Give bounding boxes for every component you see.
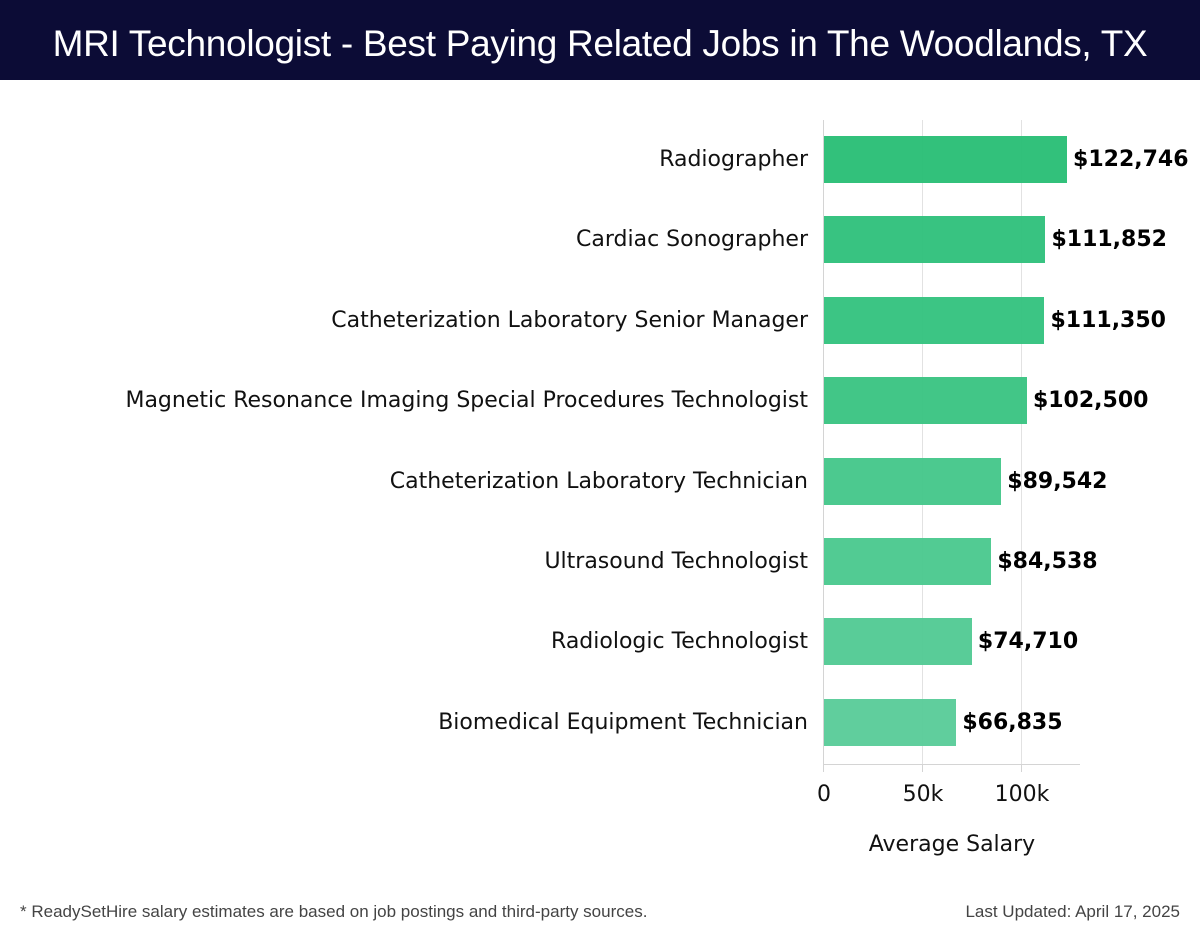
value-label: $66,835: [962, 709, 1063, 735]
x-tick: [922, 765, 923, 772]
category-label: Catheterization Laboratory Technician: [389, 468, 808, 494]
salary-bar: [824, 698, 957, 746]
value-label: $84,538: [997, 549, 1098, 574]
salary-bar: [824, 136, 1068, 183]
bar-row: Radiographer $122,746: [0, 136, 1200, 184]
x-axis-title: Average Salary: [868, 832, 1036, 857]
salary-bar: [824, 538, 992, 585]
footnote: * ReadySetHire salary estimates are base…: [20, 902, 648, 921]
value-label: $89,542: [1007, 468, 1108, 494]
bar-row: Catheterization Laboratory Senior Manage…: [0, 296, 1200, 345]
x-tick-label: 0: [817, 782, 831, 807]
last-updated: Last Updated: April 17, 2025: [965, 902, 1180, 921]
chart-title: MRI Technologist - Best Paying Related J…: [52, 23, 1148, 64]
value-label: $111,350: [1050, 307, 1166, 333]
category-label: Magnetic Resonance Imaging Special Proce…: [125, 388, 808, 414]
title-banner: MRI Technologist - Best Paying Related J…: [0, 0, 1200, 80]
bar-row: Radiologic Technologist $74,710: [0, 618, 1200, 666]
x-axis-line: [823, 764, 1080, 765]
value-label: $111,852: [1051, 227, 1167, 253]
category-label: Radiographer: [659, 147, 808, 172]
gridline-50k: [922, 120, 923, 765]
gridline-100k: [1021, 120, 1022, 765]
category-label: Cardiac Sonographer: [576, 227, 808, 253]
category-label: Ultrasound Technologist: [544, 549, 808, 574]
y-axis-line: [823, 120, 824, 765]
salary-bar: [824, 377, 1027, 425]
value-label: $102,500: [1032, 388, 1149, 414]
x-tick: [1021, 765, 1022, 772]
salary-bar: [824, 457, 1002, 505]
value-label: $122,746: [1073, 147, 1189, 172]
category-label: Catheterization Laboratory Senior Manage…: [331, 307, 808, 333]
bar-row: Magnetic Resonance Imaging Special Proce…: [0, 377, 1200, 425]
salary-bar: [824, 296, 1045, 344]
x-tick-label: 50k: [902, 782, 944, 807]
bar-row: Ultrasound Technologist $84,538: [0, 538, 1200, 586]
category-label: Biomedical Equipment Technician: [438, 709, 808, 735]
salary-bar: [824, 216, 1046, 264]
bar-row: Cardiac Sonographer $111,852: [0, 216, 1200, 264]
salary-bar: [824, 618, 972, 666]
category-label: Radiologic Technologist: [551, 629, 808, 655]
value-label: $74,710: [977, 629, 1079, 655]
x-tick: [823, 765, 824, 772]
bar-row: Catheterization Laboratory Technician $89…: [0, 457, 1200, 506]
bar-row: Biomedical Equipment Technician $66,835: [0, 698, 1200, 747]
x-tick-label: 100k: [994, 782, 1050, 807]
